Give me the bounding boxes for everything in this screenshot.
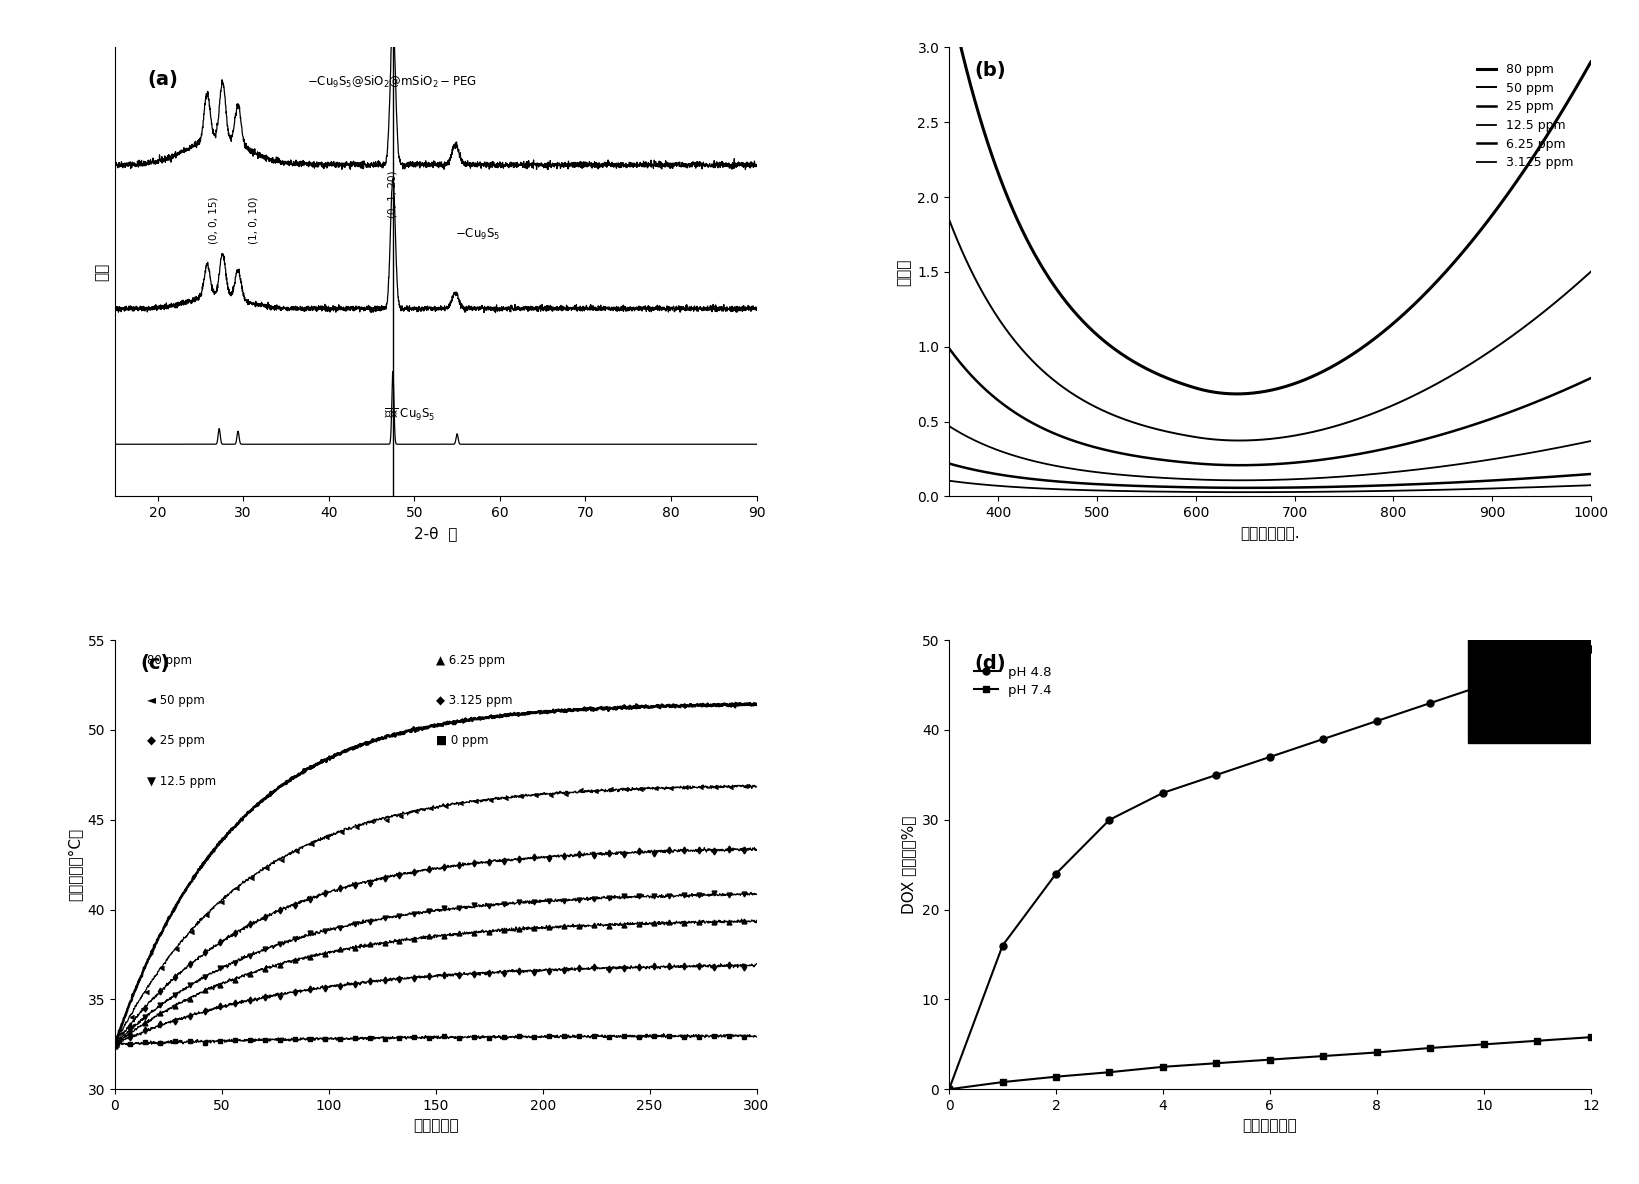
pH 4.8: [1259, 749, 1278, 764]
X-axis label: 时间（秒）: 时间（秒）: [413, 1119, 459, 1133]
pH 4.8: [992, 939, 1011, 953]
pH 4.8: [1206, 767, 1226, 781]
Y-axis label: DOX 解放量（%）: DOX 解放量（%）: [900, 816, 916, 914]
Text: (d): (d): [974, 654, 1006, 673]
pH 7.4: [1152, 1060, 1172, 1074]
pH 4.8: [1367, 714, 1387, 728]
pH 4.8: [1580, 642, 1600, 656]
Bar: [1467, 631, 1601, 744]
Text: ▼ 12.5 ppm: ▼ 12.5 ppm: [148, 774, 216, 787]
Text: ■ 0 ppm: ■ 0 ppm: [436, 734, 488, 747]
Text: $\mathregular{-Cu_9S_5}$: $\mathregular{-Cu_9S_5}$: [454, 227, 500, 242]
Text: (c): (c): [141, 654, 170, 673]
Y-axis label: 温度变化（°C）: 温度变化（°C）: [67, 828, 82, 901]
Text: (1, 0, 10): (1, 0, 10): [247, 197, 259, 244]
pH 7.4: [1367, 1045, 1387, 1060]
pH 4.8: [1473, 678, 1493, 693]
pH 7.4: [1100, 1066, 1119, 1080]
Text: $\mathregular{\overline{\mathbf{标准}}\ Cu_9S_5}$: $\mathregular{\overline{\mathbf{标准}}\ Cu…: [384, 406, 436, 423]
pH 4.8: [1419, 696, 1439, 710]
Y-axis label: 吸光度: 吸光度: [897, 258, 911, 285]
Text: ◆ 25 ppm: ◆ 25 ppm: [148, 734, 205, 747]
Legend: 80 ppm, 50 ppm, 25 ppm, 12.5 ppm, 6.25 ppm, 3.125 ppm: 80 ppm, 50 ppm, 25 ppm, 12.5 ppm, 6.25 p…: [1470, 58, 1577, 174]
pH 4.8: [1313, 732, 1333, 746]
pH 4.8: [1100, 812, 1119, 826]
Text: ▲ 6.25 ppm: ▲ 6.25 ppm: [436, 654, 505, 667]
pH 7.4: [1046, 1069, 1065, 1083]
pH 7.4: [1580, 1030, 1600, 1044]
Y-axis label: 强度: 强度: [93, 263, 110, 281]
Text: (b): (b): [974, 60, 1006, 79]
pH 7.4: [1526, 1034, 1546, 1048]
pH 7.4: [1473, 1037, 1493, 1051]
pH 4.8: [1526, 651, 1546, 665]
pH 7.4: [1419, 1041, 1439, 1055]
Text: (0, 0, 15): (0, 0, 15): [208, 197, 218, 244]
pH 7.4: [939, 1082, 959, 1096]
Text: (a): (a): [148, 70, 177, 89]
pH 4.8: [939, 1082, 959, 1096]
Text: ◆ 3.125 ppm: ◆ 3.125 ppm: [436, 694, 511, 707]
Line: pH 7.4: pH 7.4: [946, 1035, 1593, 1092]
Text: $\mathregular{-Cu_9S_5@SiO_2@mSiO_2-PEG}$: $\mathregular{-Cu_9S_5@SiO_2@mSiO_2-PEG}…: [306, 75, 477, 90]
Line: pH 4.8: pH 4.8: [946, 645, 1593, 1093]
pH 7.4: [1206, 1056, 1226, 1070]
pH 7.4: [1259, 1053, 1278, 1067]
X-axis label: 2-θ  度: 2-θ 度: [413, 526, 457, 541]
Text: (0, 1, 20): (0, 1, 20): [388, 170, 398, 218]
X-axis label: 时间（小时）: 时间（小时）: [1242, 1119, 1296, 1133]
pH 4.8: [1046, 867, 1065, 881]
Text: ◄ 50 ppm: ◄ 50 ppm: [148, 694, 205, 707]
pH 7.4: [1313, 1049, 1333, 1063]
pH 7.4: [992, 1075, 1011, 1089]
Legend: pH 4.8, pH 7.4: pH 4.8, pH 7.4: [969, 661, 1056, 702]
X-axis label: 波长（纳米）.: 波长（纳米）.: [1239, 526, 1300, 541]
pH 4.8: [1152, 786, 1172, 800]
Text: 80 ppm: 80 ppm: [148, 654, 192, 667]
